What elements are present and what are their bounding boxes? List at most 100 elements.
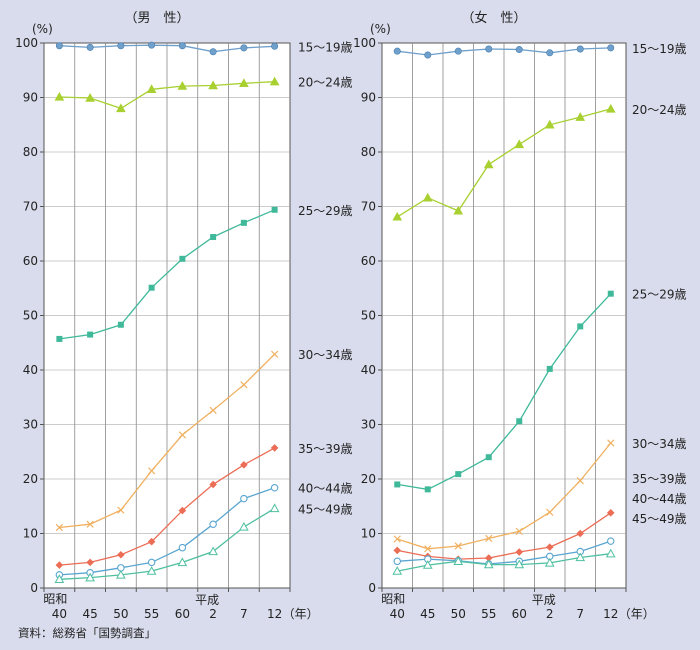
data-point [545, 543, 554, 551]
series-label: 20～24歳 [632, 103, 687, 117]
data-point [576, 45, 584, 53]
series-label: 30～34歳 [298, 348, 353, 362]
data-point [576, 529, 585, 538]
series-label: 40～44歳 [298, 482, 353, 496]
data-point [483, 559, 494, 569]
data-point [575, 112, 586, 121]
data-point [424, 51, 432, 59]
y-tick-label: 40 [361, 363, 376, 377]
data-point [606, 537, 615, 545]
series-label: 45～49歳 [632, 512, 687, 526]
data-point [483, 159, 494, 169]
data-point [576, 477, 584, 485]
data-point [392, 211, 403, 221]
y-tick-label: 0 [30, 581, 38, 595]
data-point [607, 44, 615, 52]
x-unit-label: （年） [283, 607, 319, 621]
data-point [271, 42, 279, 50]
data-point [516, 418, 523, 425]
series-label: 25～29歳 [632, 288, 687, 302]
x-unit-label: （年） [619, 607, 655, 621]
data-point [393, 535, 401, 543]
data-point [177, 81, 188, 90]
data-point [55, 561, 64, 569]
panel-title: （女 性） [461, 10, 526, 26]
data-point [147, 537, 156, 546]
data-point [577, 323, 584, 330]
x-tick-label: 7 [240, 607, 248, 621]
data-point [117, 42, 125, 50]
series-label: 15～19歳 [298, 40, 353, 54]
data-point [117, 506, 125, 514]
data-point [148, 467, 156, 475]
data-point [575, 552, 586, 562]
y-unit-label: (%) [370, 22, 391, 36]
y-tick-label: 90 [361, 91, 376, 105]
female-chart-panel: 0 10 20 30 40 50 60 70 80 90 100(%) （女 性） 40 45 50 55 60… [353, 10, 686, 621]
y-tick-label: 90 [23, 91, 38, 105]
male-chart-panel: 0 10 20 30 40 50 60 70 80 90 100(%) （男 性） 40 45 50 55 60… [15, 11, 352, 621]
data-point [178, 431, 186, 439]
series-label: 25～29歳 [298, 204, 353, 218]
data-point [269, 76, 280, 86]
data-point [208, 80, 218, 90]
data-point [86, 520, 94, 528]
series-line [59, 81, 275, 110]
data-point [55, 42, 63, 50]
data-point [392, 566, 403, 575]
data-point [424, 545, 432, 553]
data-point [240, 219, 247, 226]
data-point [515, 527, 523, 535]
data-point [607, 290, 614, 297]
data-point [146, 84, 157, 94]
data-point [146, 566, 157, 575]
series-line [397, 293, 612, 491]
y-tick-label: 30 [361, 418, 376, 432]
data-point [485, 534, 493, 543]
y-tick-label: 30 [23, 418, 38, 432]
series-line [397, 512, 612, 560]
data-point [86, 43, 94, 51]
data-point [147, 558, 156, 567]
series-label: 45～49歳 [298, 502, 353, 516]
x-tick-label: 12 [603, 607, 618, 621]
data-point [210, 234, 217, 241]
data-point [240, 494, 248, 503]
era-label-showa: 昭和 [381, 592, 405, 606]
y-tick-label: 60 [23, 254, 38, 268]
data-point [239, 521, 249, 531]
data-point [209, 480, 217, 489]
y-tick-label: 70 [361, 200, 376, 214]
series-label: 35～39歳 [298, 442, 353, 456]
series-label: 40～44歳 [632, 492, 687, 506]
series-line [397, 553, 611, 572]
data-point [454, 47, 462, 55]
data-point [269, 503, 280, 513]
data-point [393, 47, 401, 55]
data-point [606, 508, 615, 517]
x-tick-label: 7 [576, 607, 584, 621]
data-point [178, 506, 187, 515]
data-point [87, 331, 94, 338]
y-tick-label: 10 [361, 527, 376, 541]
x-tick-label: 12 [267, 607, 282, 621]
data-point [85, 93, 95, 102]
series-line [59, 507, 275, 580]
data-point [117, 550, 125, 559]
data-point [393, 546, 402, 555]
data-point [514, 559, 525, 569]
data-point [85, 572, 95, 582]
data-point [209, 48, 217, 56]
data-point [86, 558, 94, 567]
data-point [209, 520, 217, 528]
data-point [148, 284, 155, 291]
data-point [270, 444, 279, 452]
data-point [515, 548, 524, 556]
data-point [116, 103, 126, 113]
series-line [59, 44, 275, 53]
series-line [59, 447, 275, 566]
data-point [393, 557, 401, 566]
data-point [546, 508, 554, 516]
x-tick-label: 45 [420, 607, 435, 621]
